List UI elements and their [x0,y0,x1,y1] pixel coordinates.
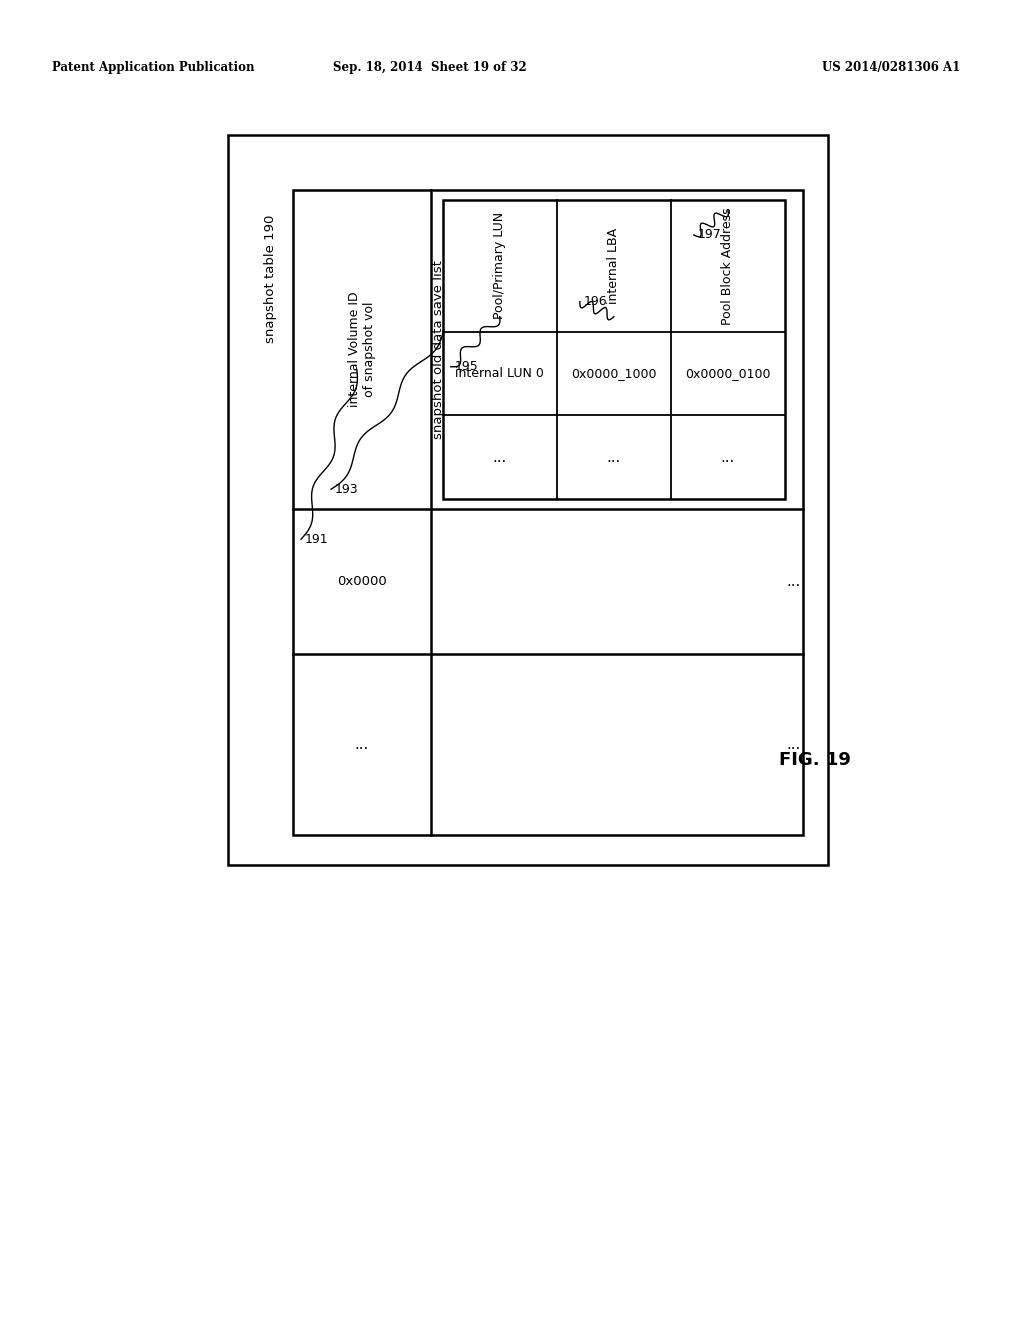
Text: internal LBA: internal LBA [607,228,621,304]
Bar [228,135,828,865]
Text: 197: 197 [698,228,722,242]
Text: ...: ... [786,574,801,589]
Text: Pool Block Address: Pool Block Address [722,207,734,325]
Text: ...: ... [354,737,369,752]
Text: 195: 195 [455,360,478,374]
Text: FIG. 19: FIG. 19 [779,751,851,770]
Text: ...: ... [607,450,621,465]
Text: snapshot old data save list: snapshot old data save list [432,260,445,440]
Text: Pool/Primary LUN: Pool/Primary LUN [494,213,506,319]
Text: ...: ... [786,737,801,752]
Text: 193: 193 [335,483,358,496]
Text: 191: 191 [305,533,329,545]
Text: 0x0000_1000: 0x0000_1000 [571,367,656,380]
Text: internal Volume ID
of snapshot vol: internal Volume ID of snapshot vol [348,292,376,408]
Text: 0x0000_0100: 0x0000_0100 [685,367,771,380]
Text: ...: ... [721,450,735,465]
Text: US 2014/0281306 A1: US 2014/0281306 A1 [821,62,961,74]
Text: 0x0000: 0x0000 [337,576,387,589]
Text: 196: 196 [584,296,607,308]
Text: internal LUN 0: internal LUN 0 [456,367,544,380]
Text: ...: ... [493,450,507,465]
Text: Sep. 18, 2014  Sheet 19 of 32: Sep. 18, 2014 Sheet 19 of 32 [333,62,527,74]
Text: snapshot table 190: snapshot table 190 [264,215,278,343]
Bar [442,201,785,499]
Bar [293,190,803,836]
Text: Patent Application Publication: Patent Application Publication [52,62,255,74]
